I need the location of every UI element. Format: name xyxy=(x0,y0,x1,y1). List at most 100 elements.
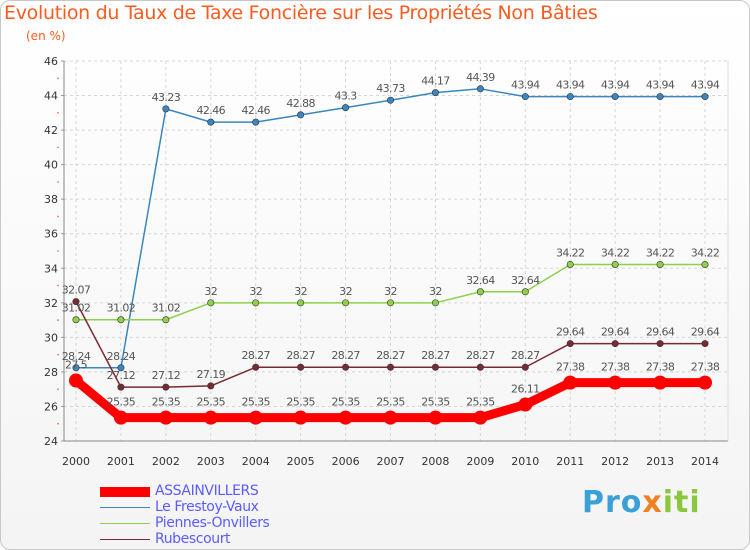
data-label-le-frestoy-vaux: 28.24 xyxy=(62,350,91,363)
data-point-rubescourt xyxy=(566,340,574,348)
data-point-le-frestoy-vaux xyxy=(207,118,215,126)
data-label-piennes-onvillers: 32 xyxy=(429,285,442,298)
data-label-assainvillers: 25.35 xyxy=(197,396,226,409)
data-label-piennes-onvillers: 34.22 xyxy=(691,246,720,259)
data-point-piennes-onvillers xyxy=(431,299,439,307)
chart-title: Evolution du Taux de Taxe Foncière sur l… xyxy=(4,2,598,24)
grid-lines xyxy=(64,60,728,442)
x-tick-label: 2006 xyxy=(332,455,360,468)
data-point-piennes-onvillers xyxy=(387,299,395,307)
data-label-le-frestoy-vaux: 43.3 xyxy=(335,90,358,103)
data-point-le-frestoy-vaux xyxy=(72,364,80,372)
y-tick-label: 26 xyxy=(44,400,58,413)
x-tick-label: 2001 xyxy=(107,455,135,468)
data-label-piennes-onvillers: 32.64 xyxy=(511,274,540,287)
data-label-rubescourt: 28.27 xyxy=(376,349,405,362)
data-label-assainvillers: 25.35 xyxy=(421,396,450,409)
legend-swatch-rubescourt xyxy=(100,539,150,540)
x-tick-label: 2009 xyxy=(466,455,494,468)
data-label-le-frestoy-vaux: 43.94 xyxy=(646,79,675,92)
data-point-rubescourt xyxy=(72,298,80,306)
data-point-le-frestoy-vaux xyxy=(656,93,664,101)
data-label-le-frestoy-vaux: 28.24 xyxy=(107,350,136,363)
series-group xyxy=(69,85,713,425)
data-label-assainvillers: 27.38 xyxy=(646,361,675,374)
data-label-le-frestoy-vaux: 44.39 xyxy=(466,71,495,84)
data-label-le-frestoy-vaux: 43.94 xyxy=(511,79,540,92)
data-point-assainvillers xyxy=(473,410,488,425)
data-point-le-frestoy-vaux xyxy=(117,364,125,372)
data-point-le-frestoy-vaux xyxy=(701,93,709,101)
data-label-assainvillers: 25.35 xyxy=(331,396,360,409)
data-point-le-frestoy-vaux xyxy=(342,104,350,112)
legend-label-piennes-onvillers: Piennes-Onvillers xyxy=(155,515,270,531)
data-label-rubescourt: 28.27 xyxy=(331,349,360,362)
y-tick-label: 46 xyxy=(44,55,58,68)
data-label-rubescourt: 27.12 xyxy=(152,369,181,382)
data-point-piennes-onvillers xyxy=(611,260,619,268)
data-point-assainvillers xyxy=(113,410,128,425)
data-label-le-frestoy-vaux: 43.23 xyxy=(152,91,181,104)
data-label-rubescourt: 28.27 xyxy=(421,349,450,362)
y-tick-label: 24 xyxy=(44,435,58,448)
data-point-rubescourt xyxy=(342,363,350,371)
data-label-le-frestoy-vaux: 42.46 xyxy=(241,104,270,117)
data-point-piennes-onvillers xyxy=(701,260,709,268)
data-point-rubescourt xyxy=(701,340,709,348)
x-tick-label: 2007 xyxy=(377,455,405,468)
x-tick-label: 2014 xyxy=(691,455,719,468)
data-label-piennes-onvillers: 32 xyxy=(204,285,217,298)
data-label-piennes-onvillers: 32 xyxy=(294,285,307,298)
data-point-piennes-onvillers xyxy=(476,288,484,296)
data-label-assainvillers: 27.38 xyxy=(691,361,720,374)
data-label-rubescourt: 28.27 xyxy=(466,349,495,362)
x-tick-label: 2003 xyxy=(197,455,225,468)
data-point-piennes-onvillers xyxy=(656,260,664,268)
data-point-piennes-onvillers xyxy=(566,260,574,268)
data-point-piennes-onvillers xyxy=(207,299,215,307)
data-point-piennes-onvillers xyxy=(342,299,350,307)
data-point-le-frestoy-vaux xyxy=(162,105,170,113)
data-label-le-frestoy-vaux: 42.46 xyxy=(197,104,226,117)
data-label-rubescourt: 28.27 xyxy=(286,349,315,362)
data-point-assainvillers xyxy=(338,410,353,425)
data-label-piennes-onvillers: 32 xyxy=(339,285,352,298)
y-tick-label: 34 xyxy=(44,262,58,275)
axis-minor-dot xyxy=(57,388,59,390)
axis-minor-dot xyxy=(57,215,59,218)
data-point-piennes-onvillers xyxy=(72,316,80,324)
data-point-assainvillers xyxy=(293,410,308,425)
x-tick-label: 2005 xyxy=(287,455,315,468)
data-label-piennes-onvillers: 34.22 xyxy=(556,246,585,259)
legend-swatch-assainvillers xyxy=(100,487,150,497)
data-point-assainvillers xyxy=(383,410,398,425)
data-label-le-frestoy-vaux: 44.17 xyxy=(421,75,450,88)
axis-minor-dot xyxy=(57,112,59,114)
data-label-assainvillers: 25.35 xyxy=(152,396,181,409)
data-point-le-frestoy-vaux xyxy=(566,93,574,101)
data-point-rubescourt xyxy=(476,363,484,371)
legend-label-le-frestoy-vaux: Le Frestoy-Vaux xyxy=(155,499,259,515)
x-tick-label: 2008 xyxy=(421,455,449,468)
data-point-le-frestoy-vaux xyxy=(476,85,484,93)
data-point-rubescourt xyxy=(252,363,260,371)
data-label-piennes-onvillers: 31.02 xyxy=(62,302,91,315)
data-label-le-frestoy-vaux: 43.73 xyxy=(376,82,405,95)
x-tick-label: 2013 xyxy=(646,455,674,468)
data-point-piennes-onvillers xyxy=(117,316,125,324)
x-tick-label: 2000 xyxy=(62,455,90,468)
data-point-rubescourt xyxy=(431,363,439,371)
data-label-piennes-onvillers: 34.22 xyxy=(601,246,630,259)
x-tick-label: 2004 xyxy=(242,455,270,468)
data-label-piennes-onvillers: 31.02 xyxy=(107,302,136,315)
data-point-le-frestoy-vaux xyxy=(521,93,529,101)
data-label-le-frestoy-vaux: 43.94 xyxy=(601,79,630,92)
axes: 24 26 28 30 32 34 36 38 40 42 44 46 2000 2001 2002 2003… xyxy=(44,55,729,468)
data-point-assainvillers xyxy=(203,410,218,425)
data-label-assainvillers: 26.11 xyxy=(511,383,540,396)
axis-minor-dot xyxy=(57,77,59,80)
data-label-piennes-onvillers: 32.64 xyxy=(466,274,495,287)
legend-swatch-le-frestoy-vaux xyxy=(100,507,150,508)
data-label-rubescourt: 29.64 xyxy=(691,326,720,339)
axis-minor-dot xyxy=(57,319,59,321)
